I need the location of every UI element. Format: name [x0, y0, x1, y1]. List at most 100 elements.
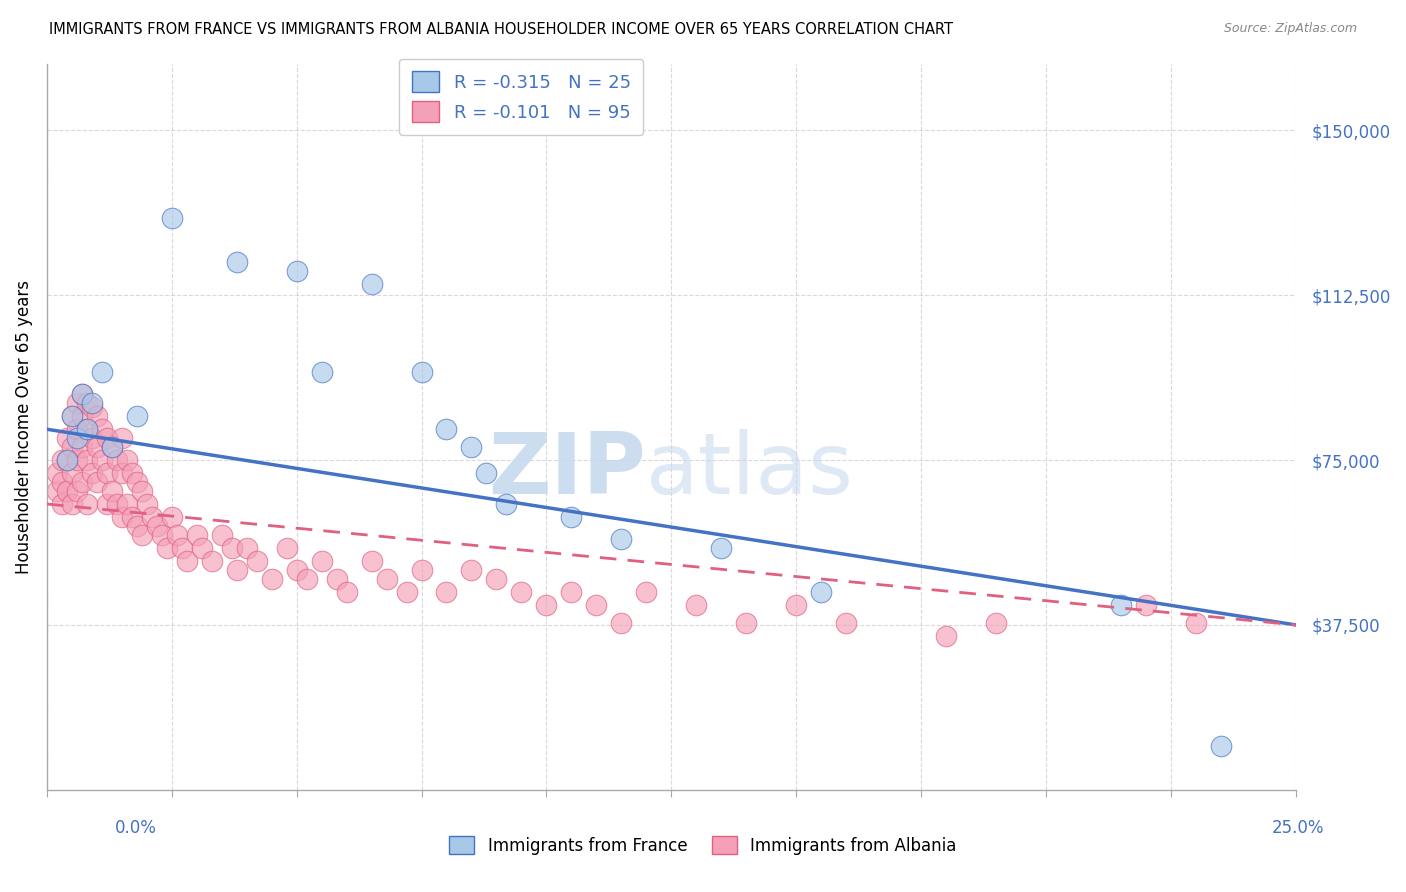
- Point: [460, 563, 482, 577]
- Point: [51, 497, 73, 511]
- Point: [221, 541, 243, 555]
- Point: [66, 431, 89, 445]
- Point: [90, 422, 112, 436]
- Point: [610, 532, 633, 546]
- Point: [160, 510, 183, 524]
- Point: [60, 409, 83, 423]
- Point: [135, 497, 157, 511]
- Point: [76, 396, 98, 410]
- Point: [131, 483, 153, 498]
- Point: [121, 510, 143, 524]
- Point: [56, 431, 79, 445]
- Point: [60, 497, 83, 511]
- Point: [60, 467, 83, 481]
- Point: [510, 585, 533, 599]
- Point: [495, 497, 517, 511]
- Point: [536, 598, 558, 612]
- Point: [70, 387, 93, 401]
- Point: [295, 572, 318, 586]
- Point: [225, 255, 247, 269]
- Point: [80, 467, 103, 481]
- Point: [260, 572, 283, 586]
- Point: [131, 528, 153, 542]
- Point: [276, 541, 298, 555]
- Point: [70, 440, 93, 454]
- Point: [90, 453, 112, 467]
- Point: [66, 483, 89, 498]
- Point: [475, 467, 498, 481]
- Point: [211, 528, 233, 542]
- Point: [146, 519, 169, 533]
- Point: [86, 409, 108, 423]
- Point: [66, 396, 89, 410]
- Point: [325, 572, 347, 586]
- Point: [190, 541, 212, 555]
- Point: [560, 585, 582, 599]
- Point: [311, 554, 333, 568]
- Y-axis label: Householder Income Over 65 years: Householder Income Over 65 years: [15, 280, 32, 574]
- Point: [111, 431, 134, 445]
- Point: [101, 483, 124, 498]
- Point: [201, 554, 224, 568]
- Point: [125, 409, 148, 423]
- Point: [125, 519, 148, 533]
- Point: [585, 598, 607, 612]
- Point: [105, 453, 128, 467]
- Legend: Immigrants from France, Immigrants from Albania: Immigrants from France, Immigrants from …: [443, 830, 963, 862]
- Point: [45, 467, 67, 481]
- Point: [460, 440, 482, 454]
- Point: [76, 422, 98, 436]
- Point: [56, 483, 79, 498]
- Point: [121, 467, 143, 481]
- Text: atlas: atlas: [647, 429, 855, 512]
- Point: [51, 453, 73, 467]
- Point: [835, 615, 858, 630]
- Point: [86, 475, 108, 489]
- Point: [115, 453, 138, 467]
- Point: [360, 277, 382, 292]
- Point: [70, 475, 93, 489]
- Legend: R = -0.315   N = 25, R = -0.101   N = 95: R = -0.315 N = 25, R = -0.101 N = 95: [399, 59, 644, 135]
- Point: [685, 598, 707, 612]
- Point: [80, 431, 103, 445]
- Point: [56, 453, 79, 467]
- Point: [375, 572, 398, 586]
- Point: [160, 211, 183, 226]
- Point: [156, 541, 179, 555]
- Point: [70, 387, 93, 401]
- Point: [101, 440, 124, 454]
- Point: [111, 510, 134, 524]
- Point: [101, 440, 124, 454]
- Point: [70, 409, 93, 423]
- Point: [105, 497, 128, 511]
- Point: [285, 563, 308, 577]
- Point: [235, 541, 257, 555]
- Point: [636, 585, 658, 599]
- Point: [560, 510, 582, 524]
- Point: [125, 475, 148, 489]
- Point: [485, 572, 508, 586]
- Point: [76, 497, 98, 511]
- Point: [336, 585, 359, 599]
- Point: [285, 264, 308, 278]
- Text: 0.0%: 0.0%: [115, 819, 157, 837]
- Point: [86, 440, 108, 454]
- Text: 25.0%: 25.0%: [1272, 819, 1324, 837]
- Text: IMMIGRANTS FROM FRANCE VS IMMIGRANTS FROM ALBANIA HOUSEHOLDER INCOME OVER 65 YEA: IMMIGRANTS FROM FRANCE VS IMMIGRANTS FRO…: [49, 22, 953, 37]
- Point: [56, 453, 79, 467]
- Point: [66, 422, 89, 436]
- Point: [141, 510, 163, 524]
- Point: [810, 585, 832, 599]
- Point: [225, 563, 247, 577]
- Point: [76, 453, 98, 467]
- Point: [311, 365, 333, 379]
- Point: [90, 365, 112, 379]
- Point: [96, 497, 118, 511]
- Point: [710, 541, 733, 555]
- Point: [166, 528, 188, 542]
- Point: [735, 615, 758, 630]
- Point: [111, 467, 134, 481]
- Point: [66, 453, 89, 467]
- Point: [1109, 598, 1132, 612]
- Point: [1209, 739, 1232, 753]
